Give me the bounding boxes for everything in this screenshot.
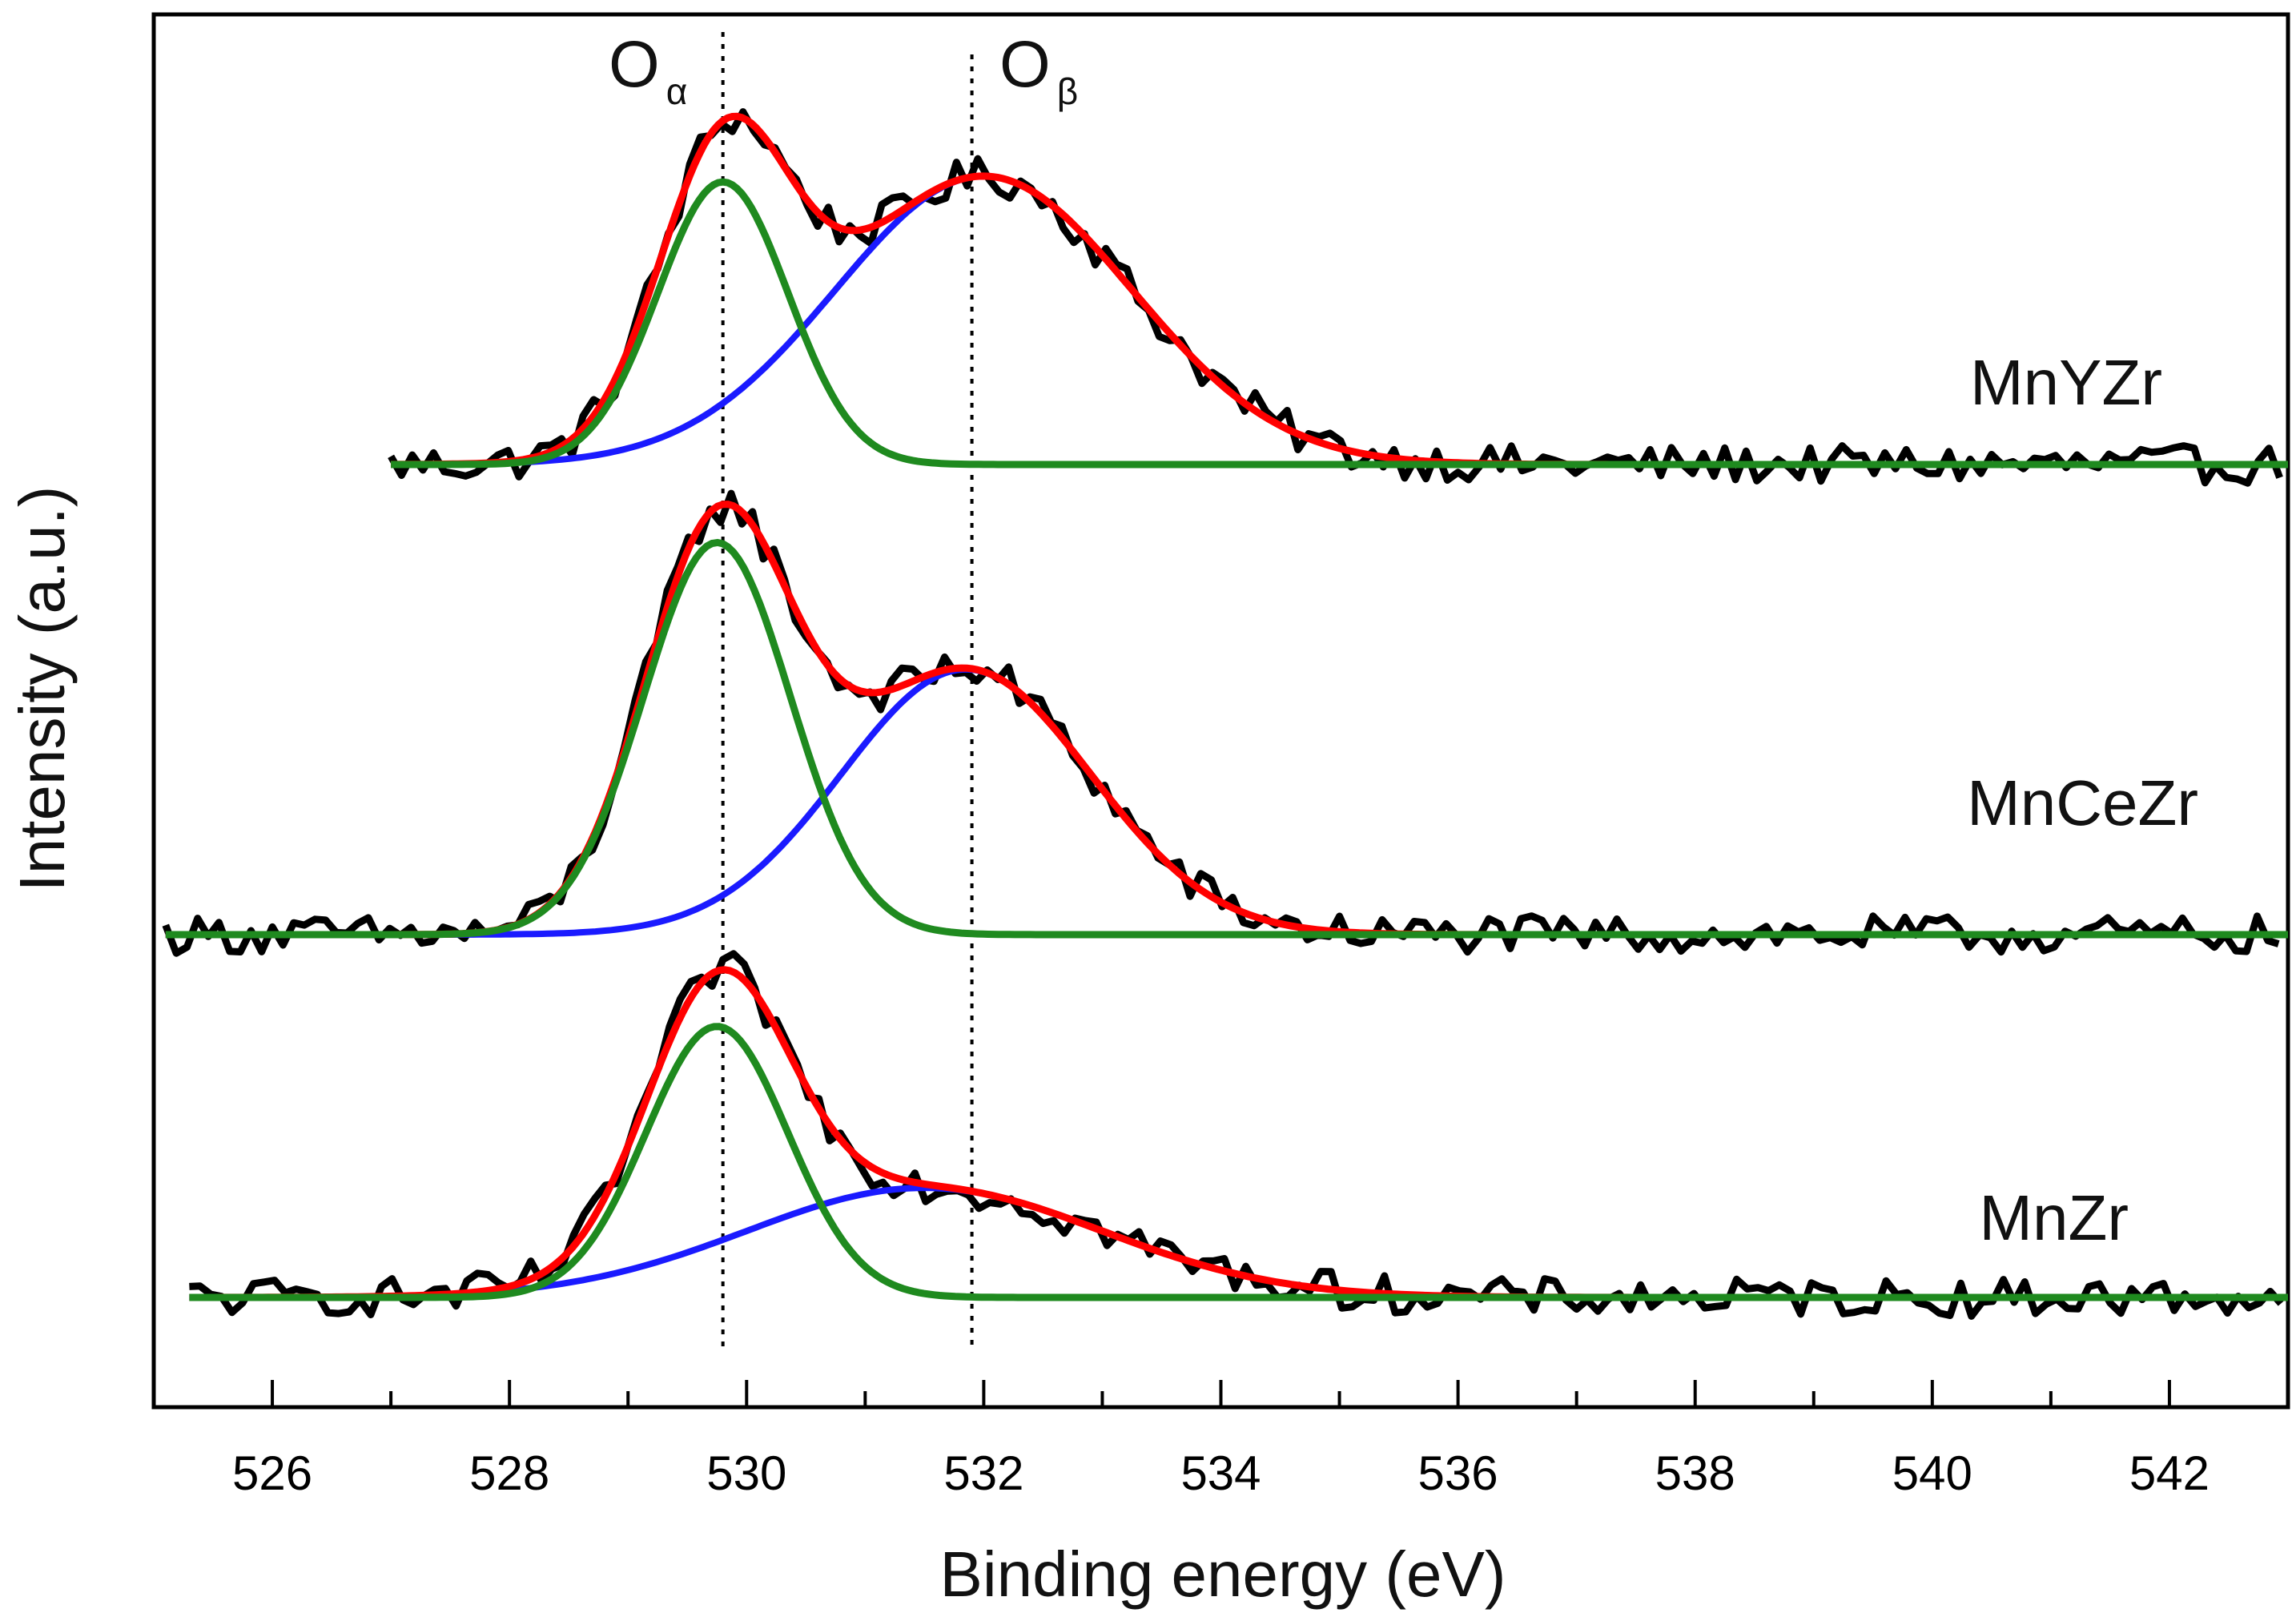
o-alpha-fit-mnyzr <box>391 178 2288 469</box>
x-tick-label-542: 542 <box>2129 1446 2210 1500</box>
sample-label-mncezr: MnCeZr <box>1967 767 2198 839</box>
raw-data-mnyzr <box>388 108 2283 487</box>
raw-data-mncezr <box>162 489 2280 957</box>
spectra-curves <box>162 108 2288 1320</box>
peak-label-subscript: β <box>1057 70 1078 112</box>
x-tick-label-528: 528 <box>469 1446 549 1500</box>
envelope-fit-mnzr <box>189 966 2288 1301</box>
x-tick-label-536: 536 <box>1418 1446 1498 1500</box>
x-tick-label-526: 526 <box>232 1446 312 1500</box>
y-axis-title: Intensity (a.u.) <box>6 486 78 892</box>
x-axis-title: Binding energy (eV) <box>939 1539 1506 1610</box>
x-tick-label-540: 540 <box>1892 1446 1972 1500</box>
x-tick-label-530: 530 <box>706 1446 786 1500</box>
x-tick-label-534: 534 <box>1180 1446 1261 1500</box>
peak-label-subscript: α <box>666 70 688 112</box>
sample-label-mnzr: MnZr <box>1979 1182 2129 1253</box>
o-alpha-fit-mnzr <box>189 1023 2288 1301</box>
x-tick-label-538: 538 <box>1655 1446 1735 1500</box>
raw-data-mnzr <box>189 950 2284 1320</box>
peak-marker-lines <box>721 32 974 1352</box>
o-alpha-fit-mncezr <box>165 538 2288 939</box>
sample-labels: MnYZr MnCeZr MnZr <box>1967 347 2198 1253</box>
sample-label-mnyzr: MnYZr <box>1970 347 2162 418</box>
envelope-fit-mncezr <box>165 501 2288 939</box>
plot-border <box>151 12 2290 1410</box>
plot-frame <box>151 12 2290 1410</box>
x-axis-ticks <box>152 1380 2290 1407</box>
x-axis-tick-labels: 526 528 530 532 534 536 538 540 542 <box>232 1446 2210 1500</box>
x-tick-label-532: 532 <box>943 1446 1023 1500</box>
